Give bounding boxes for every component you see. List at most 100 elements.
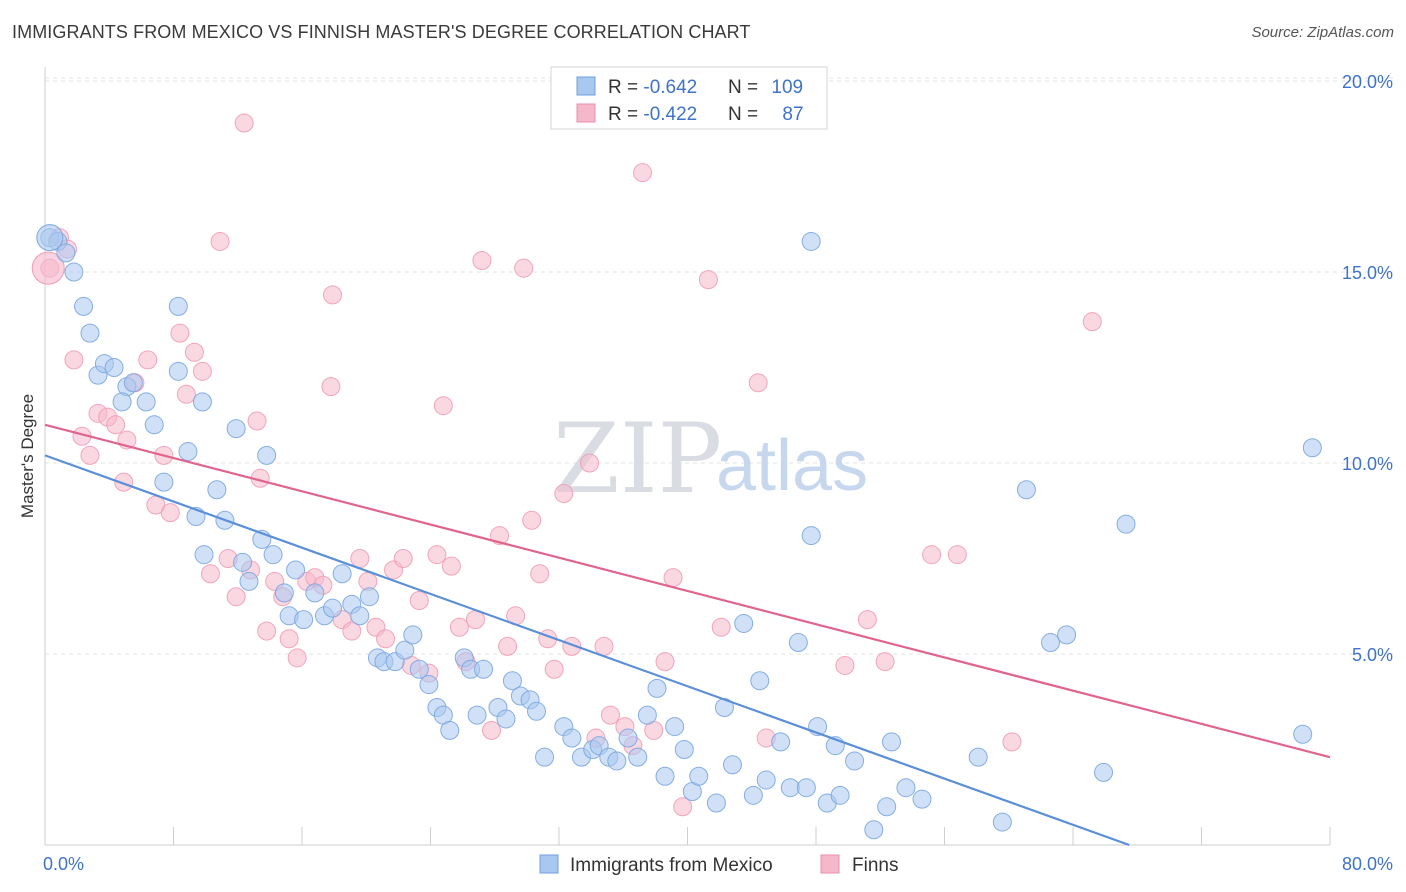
finns-point (342, 621, 362, 641)
mexico-point (403, 625, 423, 645)
mexico-point (618, 728, 638, 748)
bottom-legend-label-finns: Finns (852, 855, 898, 876)
finns-point (922, 545, 942, 565)
mexico-point (294, 610, 314, 630)
mexico-point (845, 751, 865, 771)
legend-n-value: 87 (782, 104, 803, 125)
mexico-point (178, 442, 198, 462)
legend-row-finns: R = -0.422 N = 87 (576, 103, 804, 125)
mexico-point (123, 373, 143, 393)
watermark-zip: ZIP (553, 403, 722, 515)
finns-point (698, 270, 718, 290)
trend-lines (44, 423, 1331, 847)
mexico-point (80, 323, 100, 343)
svg-text:R = -0.642: R = -0.642 (608, 77, 697, 98)
mexico-point (136, 392, 156, 412)
finns-point (875, 652, 895, 672)
finns-point (106, 415, 126, 435)
finns-point (663, 568, 683, 588)
y-tick-label: 20.0% (1342, 72, 1393, 92)
legend-n-label: N = (728, 104, 763, 125)
mexico-point (527, 701, 547, 721)
series-mexico-points (36, 224, 1322, 840)
mexico-point (750, 671, 770, 691)
mexico-point (1094, 762, 1114, 782)
mexico-point (168, 361, 188, 381)
mexico-point (780, 778, 800, 798)
legend-r-value: -0.642 (643, 77, 697, 98)
y-tick-label: 5.0% (1352, 645, 1393, 665)
mexico-point (1302, 438, 1322, 458)
mexico-point (419, 675, 439, 695)
finns-point (170, 323, 190, 343)
finns-point (226, 587, 246, 607)
finns-point (947, 545, 967, 565)
mexico-point (801, 526, 821, 546)
mexico-point (801, 231, 821, 251)
legend-n-label: N = (728, 77, 763, 98)
mexico-point (467, 705, 487, 725)
mexico-point (263, 545, 283, 565)
mexico-point (535, 747, 555, 767)
mexico-point (896, 778, 916, 798)
mexico-point (56, 243, 76, 263)
finns-point (594, 636, 614, 656)
y-tick-label: 15.0% (1342, 263, 1393, 283)
finns-point (210, 231, 230, 251)
mexico-point (323, 598, 343, 618)
finns-point (600, 705, 620, 725)
mexico-point (440, 720, 460, 740)
mexico-point (496, 709, 516, 729)
finns-point (321, 377, 341, 397)
finns-point (376, 629, 396, 649)
svg-text:R = -0.422: R = -0.422 (608, 104, 697, 125)
mexico-point (992, 812, 1012, 832)
mexico-point (257, 445, 277, 465)
finns-point (114, 472, 134, 492)
mexico-point (628, 747, 648, 767)
series-legend: Immigrants from Mexico Finns (539, 854, 898, 876)
finns-point (192, 361, 212, 381)
mexico-point (36, 224, 64, 252)
x-tick-label: 0.0% (43, 854, 84, 874)
mexico-point (144, 415, 164, 435)
finns-point (200, 564, 220, 584)
mexico-point (788, 633, 808, 653)
svg-text:N = 87: N = 87 (728, 104, 804, 125)
finns-point (554, 484, 574, 504)
finns-point (176, 384, 196, 404)
mexico-point (968, 747, 988, 767)
legend-r-value: -0.422 (643, 104, 697, 125)
finns-point (498, 636, 518, 656)
mexico-point (74, 296, 94, 316)
mexico-trend-line (44, 454, 1130, 847)
mexico-point (502, 671, 522, 691)
legend-swatch-finns (576, 103, 596, 123)
mexico-point (655, 766, 675, 786)
mexico-point (192, 392, 212, 412)
finns-point (138, 350, 158, 370)
finns-point (64, 350, 84, 370)
finns-point (427, 545, 447, 565)
mexico-point (1293, 724, 1313, 744)
finns-point (393, 549, 413, 568)
legend-r-label: R = (608, 104, 643, 125)
mexico-point (796, 778, 816, 798)
chart-title: IMMIGRANTS FROM MEXICO VS FINNISH MASTER… (12, 22, 751, 42)
mexico-point (350, 606, 370, 626)
legend-row-mexico: R = -0.642 N = 109 (576, 76, 803, 98)
legend-n-value: 109 (771, 77, 803, 98)
mexico-point (239, 571, 259, 591)
finns-point (544, 659, 564, 679)
mexico-point (877, 797, 897, 817)
correlation-legend: R = -0.642 N = 109 R = -0.422 N = 87 (550, 66, 828, 130)
y-axis-label: Master's Degree (18, 394, 37, 518)
mexico-point (1016, 480, 1036, 500)
mexico-point (912, 789, 932, 809)
finns-point (31, 251, 65, 285)
finns-trend-line (44, 423, 1331, 759)
mexico-point (830, 785, 850, 805)
mexico-point (607, 751, 627, 771)
finns-point (580, 453, 600, 473)
finns-point (835, 655, 855, 675)
